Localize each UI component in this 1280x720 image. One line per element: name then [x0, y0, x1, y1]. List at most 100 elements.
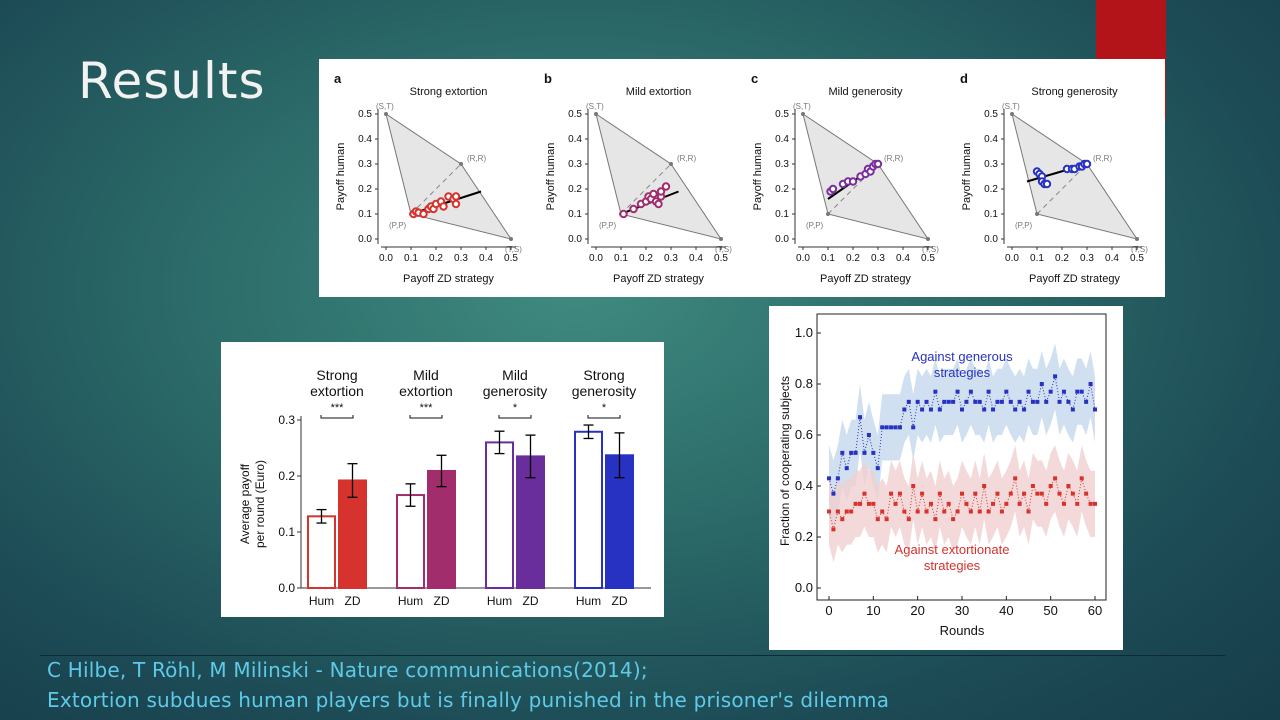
y-tick-label: 0.2: [278, 469, 295, 483]
human-bar: [396, 494, 425, 589]
data-point: [654, 199, 663, 209]
y-tick-label: 0.2: [984, 184, 998, 195]
data-point: [933, 517, 938, 522]
zd-bar: [516, 455, 545, 590]
data-point: [1022, 491, 1027, 496]
data-point: [964, 399, 969, 404]
x-tick-label: 0.5: [504, 253, 518, 264]
data-point: [933, 389, 938, 394]
corner-marker: [459, 162, 463, 166]
confidence-band: [829, 445, 1095, 563]
data-point: [629, 204, 638, 214]
corner-label: (S,T): [1002, 102, 1020, 111]
human-bar: [574, 430, 603, 590]
corner-label: (T,S): [922, 245, 939, 254]
data-point: [960, 491, 964, 496]
data-point: [1053, 374, 1058, 379]
panel-title: Mild extortion: [626, 86, 691, 98]
zd-bar: [605, 454, 634, 589]
bar-label: ZD: [523, 594, 539, 608]
data-point: [946, 399, 951, 404]
bar-label: Hum: [309, 594, 334, 608]
corner-marker: [594, 112, 598, 116]
x-tick-label: 0: [825, 603, 832, 618]
data-point: [1039, 382, 1044, 386]
data-point: [906, 517, 911, 522]
corner-label: (S,T): [376, 102, 394, 111]
data-point: [955, 509, 960, 514]
corner-marker: [1010, 112, 1014, 116]
corner-marker: [384, 112, 388, 116]
data-point: [1066, 399, 1071, 404]
x-axis-label: Payoff ZD strategy: [403, 273, 494, 285]
data-point: [1035, 399, 1040, 404]
data-point: [1004, 389, 1009, 394]
x-tick-label: 0.4: [689, 253, 703, 264]
data-point: [1082, 159, 1092, 169]
panel-title: Strong extortion: [410, 86, 488, 98]
data-point: [995, 491, 1000, 496]
x-tick-label: 0.1: [404, 253, 418, 264]
y-tick-label: 0.4: [358, 134, 372, 145]
data-point: [1057, 491, 1062, 496]
x-tick-label: 0.2: [429, 253, 443, 264]
y-tick-label: 0.0: [358, 234, 372, 245]
corner-marker: [926, 237, 930, 241]
diagonal-dashed-line: [1036, 163, 1088, 215]
citation-line-1: C Hilbe, T Röhl, M Milinski - Nature com…: [47, 658, 648, 682]
significance-bracket: [409, 415, 443, 419]
data-point: [661, 182, 671, 191]
y-tick-label: 0.4: [984, 134, 998, 145]
data-point: [439, 202, 448, 211]
panel-title: Mild generosity: [829, 86, 903, 98]
corner-label: (P,P): [806, 221, 824, 230]
y-axis-label: per round (Euro): [253, 460, 267, 548]
x-tick-label: 30: [955, 603, 969, 618]
data-point: [999, 509, 1004, 514]
corner-label: (T,S): [1131, 245, 1148, 254]
bar-label: ZD: [345, 594, 361, 608]
corner-marker: [509, 237, 513, 241]
bar-label: ZD: [612, 594, 628, 608]
y-tick-label: 0.5: [568, 109, 582, 120]
data-point: [1084, 491, 1089, 496]
y-axis-label: Payoff human: [961, 143, 973, 211]
data-point: [1013, 476, 1018, 481]
data-point: [1042, 179, 1052, 189]
y-tick-label: 0.3: [278, 413, 295, 427]
y-tick-label: 0.3: [568, 159, 582, 170]
y-tick-label: 0.6: [795, 427, 813, 442]
significance-label: ***: [420, 402, 434, 414]
data-point: [884, 517, 889, 522]
zd-bar: [338, 479, 367, 589]
data-point: [1013, 407, 1018, 412]
corner-label: (P,P): [1015, 221, 1033, 230]
data-point: [1061, 501, 1066, 506]
data-point: [928, 501, 933, 506]
panel-letter: d: [960, 71, 968, 86]
data-point: [995, 399, 1000, 404]
corner-label: (R,R): [467, 154, 486, 163]
x-tick-label: 0.2: [846, 253, 860, 264]
data-point: [977, 509, 982, 514]
data-point: [964, 501, 969, 506]
x-tick-label: 0.5: [714, 253, 728, 264]
x-tick-label: 0.2: [1055, 253, 1069, 264]
data-point: [1008, 399, 1013, 404]
y-tick-label: 0.1: [278, 525, 295, 539]
data-point: [1039, 491, 1044, 496]
y-axis-label: Payoff human: [752, 143, 764, 211]
x-tick-label: 0.0: [589, 253, 603, 264]
data-point: [928, 407, 933, 412]
data-point: [880, 509, 885, 514]
y-tick-label: 0.2: [358, 184, 372, 195]
group-label: Mild: [502, 367, 528, 383]
data-point: [911, 484, 916, 488]
data-point: [849, 450, 854, 455]
y-tick-label: 0.0: [568, 234, 582, 245]
y-tick-label: 0.5: [984, 109, 998, 120]
data-point: [1026, 389, 1031, 394]
significance-label: *: [513, 402, 518, 414]
x-tick-label: 40: [999, 603, 1013, 618]
bar-label: Hum: [398, 594, 423, 608]
